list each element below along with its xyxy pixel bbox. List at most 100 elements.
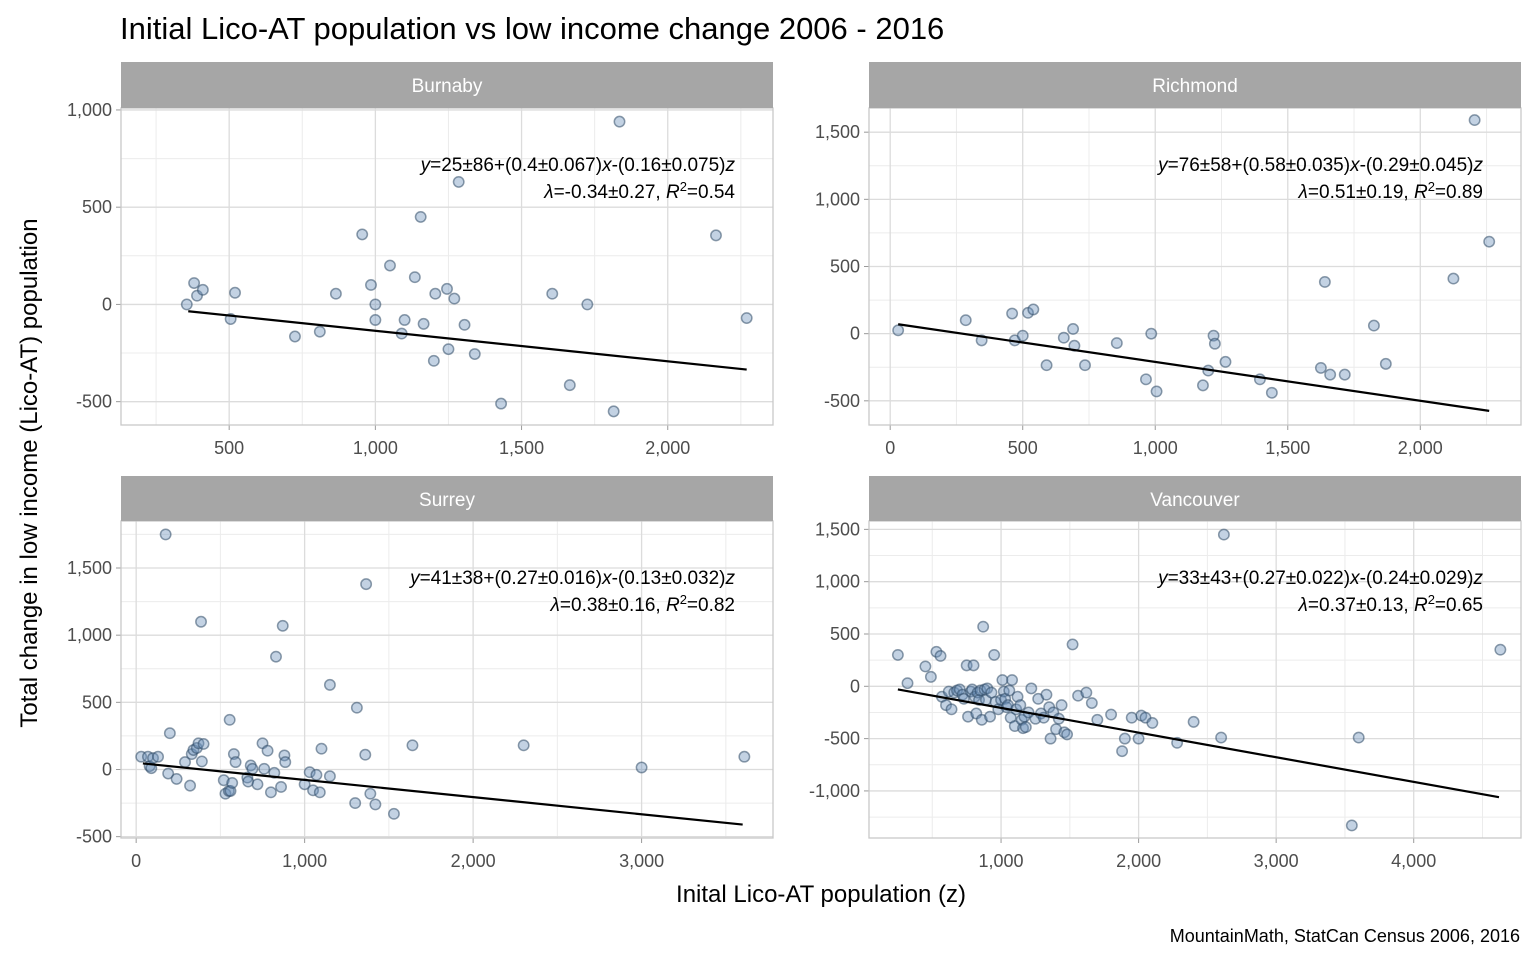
y-tick-label: -500: [76, 392, 112, 412]
data-point: [1314, 361, 1327, 374]
fit-line: [142, 762, 743, 826]
data-point: [1040, 359, 1053, 372]
data-point: [365, 279, 377, 291]
data-point: [1105, 708, 1118, 721]
panel-burnaby: 500 1,000 1,500 2,000 -500 0 500 1,000 Burnaby y=…: [67, 62, 774, 458]
regression-stats: λ=-0.34±0.27, R2=0.54: [543, 179, 735, 203]
x-tick-label: 500: [1008, 438, 1038, 458]
data-point: [1079, 359, 1091, 372]
data-point: [1379, 357, 1392, 370]
data-point: [1118, 732, 1131, 745]
data-point: [1027, 303, 1040, 316]
x-axis-title: Inital Lico-AT population (z): [676, 881, 966, 908]
data-point: [258, 762, 271, 775]
points-group: [135, 528, 751, 820]
data-point: [967, 659, 980, 672]
data-point: [495, 397, 508, 410]
x-tick-label: 2,000: [645, 438, 690, 458]
data-point: [226, 776, 239, 789]
y-tick-label: 500: [82, 692, 112, 712]
data-point: [1352, 731, 1365, 744]
data-point: [1265, 386, 1278, 399]
data-point: [229, 286, 241, 299]
data-point: [429, 287, 442, 300]
data-point: [1187, 715, 1200, 728]
data-point: [924, 670, 937, 683]
data-point: [323, 770, 336, 783]
data-point: [581, 298, 594, 311]
x-tick-label: 1,500: [1265, 438, 1310, 458]
data-point: [275, 781, 288, 793]
x-tick-label: 4,000: [1391, 851, 1436, 871]
data-point: [1132, 732, 1145, 745]
data-point: [1057, 331, 1070, 344]
data-point: [1061, 728, 1074, 741]
data-point: [360, 578, 373, 591]
data-point: [152, 750, 165, 763]
y-tick-label: -500: [76, 827, 112, 847]
y-tick-label: 500: [82, 197, 112, 217]
data-point: [1006, 307, 1019, 320]
data-point: [223, 713, 236, 726]
x-tick-label: 2,000: [1116, 851, 1161, 871]
x-tick-label: 3,000: [619, 851, 664, 871]
data-point: [170, 772, 183, 785]
fit-line: [897, 323, 1490, 412]
fit-line: [897, 688, 1500, 799]
data-point: [369, 314, 382, 326]
facet-strip-label: Surrey: [419, 490, 475, 511]
facet-strip-label: Vancouver: [1150, 490, 1240, 511]
data-point: [1080, 686, 1093, 699]
regression-equation: y=33±43+(0.27±0.022)x-(0.24±0.029)z: [1156, 568, 1483, 589]
data-point: [384, 259, 396, 272]
data-point: [892, 324, 905, 337]
data-point: [229, 756, 242, 769]
panel-vancouver: 1,000 2,000 3,000 4,000 -1,000 -500 0 500 1,000 1…: [809, 476, 1522, 871]
y-tick-label: 0: [102, 294, 112, 314]
y-tick-label: 1,000: [67, 100, 112, 120]
x-tick-label: 1,000: [353, 438, 398, 458]
data-point: [184, 779, 197, 792]
x-tick-label: 1,000: [282, 851, 327, 871]
data-point: [268, 766, 281, 779]
points-group: [891, 528, 1507, 832]
data-point: [1208, 337, 1221, 350]
data-point: [1197, 379, 1209, 392]
data-point: [329, 287, 342, 300]
data-point: [1085, 697, 1098, 709]
x-tick-label: 0: [131, 851, 141, 871]
data-point: [977, 620, 990, 633]
y-tick-label: -500: [824, 391, 860, 411]
y-tick-label: 1,500: [67, 558, 112, 578]
fit-line: [188, 310, 747, 371]
data-point: [945, 703, 958, 716]
data-point: [1217, 528, 1230, 541]
x-tick-label: 0: [885, 438, 895, 458]
data-point: [1215, 731, 1228, 744]
data-point: [468, 348, 481, 360]
data-point: [1447, 272, 1460, 285]
data-point: [1006, 674, 1019, 686]
x-tick-label: 1,500: [499, 438, 544, 458]
data-point: [1019, 721, 1032, 734]
y-tick-label: -500: [824, 729, 860, 749]
chart-title: Initial Lico-AT population vs low income…: [120, 11, 944, 46]
regression-stats: λ=0.38±0.16, R2=0.82: [550, 592, 735, 616]
data-point: [996, 674, 1009, 686]
data-point: [350, 701, 363, 714]
data-point: [180, 298, 193, 311]
data-point: [349, 797, 362, 810]
data-point: [1055, 699, 1068, 712]
data-point: [891, 648, 904, 661]
y-tick-label: 1,500: [815, 519, 860, 539]
chart-caption: MountainMath, StatCan Census 2006, 2016: [1170, 926, 1520, 946]
data-point: [1494, 643, 1507, 656]
y-tick-label: 0: [102, 759, 112, 779]
facet-strip: [121, 476, 773, 521]
data-point: [988, 648, 1001, 661]
data-point: [1116, 745, 1129, 758]
data-point: [1016, 329, 1029, 342]
data-point: [1338, 368, 1351, 381]
data-point: [959, 314, 972, 327]
